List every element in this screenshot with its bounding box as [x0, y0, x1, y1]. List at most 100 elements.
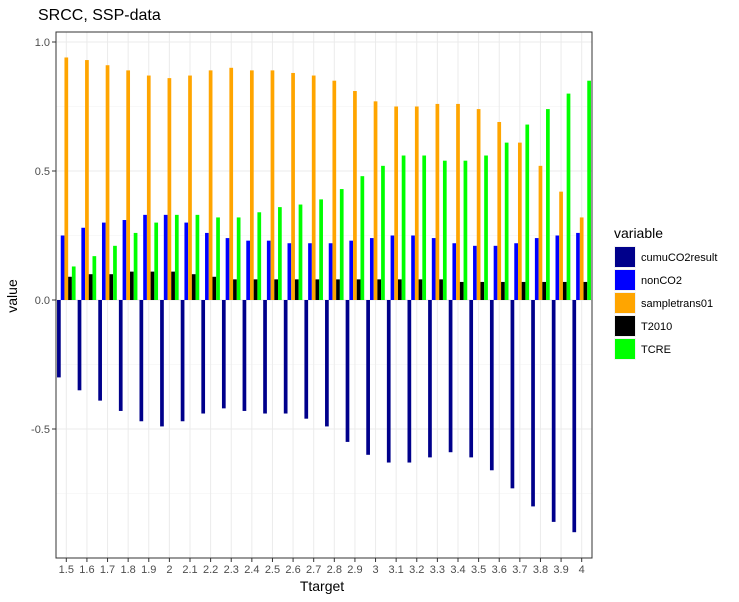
- bar-cumuCO2result-3.4: [448, 300, 453, 453]
- legend-swatch-nonCO2: [615, 270, 635, 290]
- bar-cumuCO2result-2: [160, 300, 164, 427]
- bar-cumuCO2result-2.6: [283, 300, 288, 414]
- bar-nonCO2-1.5: [60, 235, 65, 300]
- x-axis-title: Ttarget: [300, 578, 344, 594]
- bar-cumuCO2result-3.6: [489, 300, 494, 471]
- bar-T2010-3.3: [439, 279, 443, 300]
- bar-sampletrans01-4: [579, 217, 584, 300]
- bar-sampletrans01-3.7: [517, 142, 522, 300]
- legend-label-TCRE: TCRE: [641, 344, 671, 356]
- bar-cumuCO2result-4: [572, 300, 577, 533]
- bar-nonCO2-3: [369, 238, 374, 300]
- bar-sampletrans01-2.5: [270, 70, 275, 300]
- bar-cumuCO2result-3.3: [428, 300, 432, 458]
- bar-TCRE-3: [381, 165, 385, 300]
- bar-nonCO2-2.5: [266, 240, 271, 300]
- bar-cumuCO2result-2.1: [180, 300, 185, 422]
- bar-T2010-3.6: [501, 281, 505, 300]
- x-tick-label: 2.8: [327, 564, 342, 576]
- bar-cumuCO2result-1.5: [57, 300, 61, 378]
- bar-nonCO2-3.5: [473, 245, 477, 300]
- bar-T2010-2.5: [274, 279, 279, 300]
- bar-T2010-1.9: [150, 271, 155, 300]
- x-tick-label: 1.6: [79, 564, 94, 576]
- bar-sampletrans01-3.6: [497, 121, 502, 300]
- bar-sampletrans01-3.9: [559, 191, 563, 300]
- bar-sampletrans01-1.6: [85, 60, 89, 301]
- bar-TCRE-2.2: [216, 217, 220, 300]
- bar-T2010-3.4: [459, 281, 464, 300]
- bar-TCRE-1.5: [71, 266, 76, 300]
- bar-T2010-2.9: [356, 279, 361, 300]
- bar-TCRE-2.3: [236, 217, 241, 300]
- bar-TCRE-2.9: [360, 176, 365, 300]
- x-tick-label: 2.6: [285, 564, 300, 576]
- x-tick-label: 3.1: [389, 564, 404, 576]
- bar-sampletrans01-3.1: [394, 106, 399, 300]
- bar-cumuCO2result-3.5: [469, 300, 474, 458]
- bar-nonCO2-2: [163, 214, 168, 300]
- legend-label-cumuCO2result: cumuCO2result: [641, 252, 717, 264]
- x-tick-label: 3.4: [450, 564, 465, 576]
- bar-nonCO2-2.2: [205, 232, 209, 300]
- bar-cumuCO2result-2.7: [304, 300, 309, 419]
- bar-T2010-2.8: [336, 279, 340, 300]
- legend-swatch-TCRE: [615, 339, 635, 359]
- bar-cumuCO2result-2.4: [242, 300, 247, 411]
- x-tick-label: 2.9: [347, 564, 362, 576]
- bar-sampletrans01-2.2: [208, 70, 213, 300]
- bar-T2010-2.7: [315, 279, 320, 300]
- bar-T2010-2.4: [253, 279, 258, 300]
- bar-nonCO2-2.3: [225, 238, 230, 300]
- bar-sampletrans01-1.7: [105, 65, 110, 300]
- bar-nonCO2-3.3: [431, 238, 436, 300]
- x-tick-label: 3.5: [471, 564, 486, 576]
- bar-cumuCO2result-2.5: [263, 300, 267, 414]
- plot-panel: [55, 31, 593, 559]
- y-tick-label: 0.0: [35, 295, 50, 307]
- bar-TCRE-2: [174, 214, 179, 300]
- x-tick-label: 3.9: [553, 564, 568, 576]
- bar-sampletrans01-3.5: [476, 109, 481, 300]
- x-tick-label: 3.7: [512, 564, 527, 576]
- x-tick-label: 1.5: [59, 564, 74, 576]
- bar-T2010-3.8: [542, 281, 547, 300]
- bar-T2010-3.5: [480, 281, 485, 300]
- bar-T2010-2.2: [212, 276, 217, 300]
- bar-sampletrans01-2.8: [332, 80, 337, 300]
- bar-TCRE-1.8: [133, 232, 138, 300]
- bar-TCRE-3.2: [422, 155, 427, 300]
- bar-nonCO2-3.8: [534, 238, 539, 300]
- legend-swatch-cumuCO2result: [615, 247, 635, 267]
- bar-nonCO2-3.4: [452, 243, 457, 300]
- bar-TCRE-3.9: [566, 93, 571, 300]
- legend-label-nonCO2: nonCO2: [641, 275, 682, 287]
- x-tick-label: 2.1: [182, 564, 197, 576]
- bar-cumuCO2result-3.1: [386, 300, 391, 463]
- bar-TCRE-3.6: [504, 142, 509, 300]
- bar-TCRE-2.6: [298, 204, 303, 300]
- bar-cumuCO2result-2.8: [325, 300, 329, 427]
- bar-TCRE-1.6: [92, 256, 97, 300]
- bar-cumuCO2result-1.9: [139, 300, 144, 422]
- bar-TCRE-1.9: [154, 222, 159, 300]
- bar-T2010-3: [377, 279, 382, 300]
- bar-nonCO2-1.9: [143, 214, 147, 300]
- bar-TCRE-3.3: [442, 160, 447, 300]
- x-axis: 1.5 1.6 1.7 1.8 1.9 2 2.1 2.2 2.3 2.4 2.5 2.6 2.7 2.8…: [59, 558, 585, 576]
- bar-sampletrans01-3.3: [435, 103, 440, 300]
- bar-nonCO2-4: [576, 232, 580, 300]
- x-tick-label: 2.2: [203, 564, 218, 576]
- bar-TCRE-3.4: [463, 160, 468, 300]
- bar-TCRE-2.1: [195, 214, 200, 300]
- bar-cumuCO2result-1.7: [98, 300, 102, 401]
- bar-cumuCO2result-3.9: [551, 300, 556, 522]
- chart-title: SRCC, SSP-data: [38, 7, 161, 24]
- bar-T2010-1.5: [68, 276, 72, 300]
- bar-TCRE-2.7: [319, 199, 323, 300]
- bar-T2010-2.6: [294, 279, 299, 300]
- bar-TCRE-2.4: [257, 212, 262, 300]
- y-tick-label: 0.5: [35, 166, 50, 178]
- x-tick-label: 2.4: [244, 564, 259, 576]
- bar-T2010-1.7: [109, 274, 114, 300]
